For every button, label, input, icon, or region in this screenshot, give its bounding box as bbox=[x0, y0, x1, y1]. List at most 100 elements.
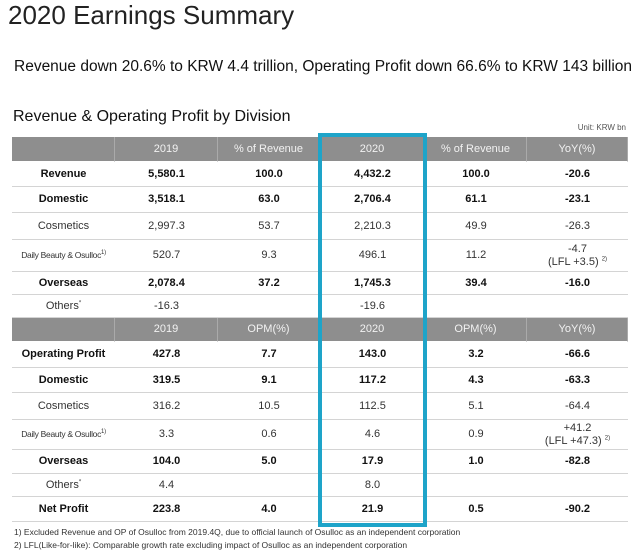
value-cell: 0.9 bbox=[425, 420, 527, 450]
value-text: 61.1 bbox=[465, 193, 487, 206]
header-cell: YoY(%) bbox=[527, 137, 628, 162]
header-text: YoY(%) bbox=[558, 323, 596, 336]
value-cell: 2,997.3 bbox=[115, 213, 218, 240]
value-cell: 112.5 bbox=[320, 393, 425, 420]
label-text: Daily Beauty & Osulloc bbox=[21, 250, 102, 261]
label-line: Domestic bbox=[39, 193, 89, 206]
value-cell: 104.0 bbox=[115, 450, 218, 474]
value-text: 143.0 bbox=[358, 348, 387, 361]
label-text: Daily Beauty & Osulloc bbox=[21, 429, 102, 440]
title: 2020 Earnings Summary bbox=[8, 0, 295, 30]
row-label: Operating Profit bbox=[12, 342, 115, 368]
header-text: OPM(%) bbox=[454, 323, 497, 336]
unit-label: Unit: KRW bn bbox=[577, 123, 626, 132]
value-cell: 143.0 bbox=[320, 342, 425, 368]
value-text: 3.2 bbox=[468, 348, 484, 361]
value-text: 7.7 bbox=[261, 348, 277, 361]
lfl-note: 2) bbox=[601, 255, 608, 262]
value-text: 5,580.1 bbox=[148, 167, 185, 180]
value-cell: 37.2 bbox=[218, 272, 320, 295]
header-cell: OPM(%) bbox=[425, 318, 527, 342]
value-cell bbox=[527, 474, 628, 497]
label-note: 1) bbox=[101, 429, 106, 436]
label-line: Daily Beauty & Osulloc1) bbox=[21, 429, 106, 440]
value-cell: 2,210.3 bbox=[320, 213, 425, 240]
value-cell: 0.5 bbox=[425, 497, 527, 522]
label-text: Domestic bbox=[38, 373, 89, 386]
value-cell: 4.0 bbox=[218, 497, 320, 522]
value-text: 0.9 bbox=[468, 428, 484, 441]
value-cell: 9.3 bbox=[218, 240, 320, 272]
label-line: Operating Profit bbox=[22, 348, 106, 361]
value-cell: 520.7 bbox=[115, 240, 218, 272]
value-text: 2,078.4 bbox=[148, 276, 185, 289]
label-text: Overseas bbox=[38, 455, 89, 468]
lfl-note: 2) bbox=[604, 434, 611, 441]
lfl-line: (LFL +3.5) 2) bbox=[548, 256, 607, 269]
value-text: -82.8 bbox=[564, 455, 591, 468]
value-text: 9.1 bbox=[261, 373, 277, 386]
row-label: Daily Beauty & Osulloc1) bbox=[12, 420, 115, 450]
value-cell: 4,432.2 bbox=[320, 162, 425, 187]
value-text: 3,518.1 bbox=[148, 193, 185, 206]
label-text: Domestic bbox=[38, 193, 89, 206]
header-text: 2019 bbox=[153, 323, 179, 336]
value-text: 117.2 bbox=[359, 373, 386, 386]
row-label: Daily Beauty & Osulloc1) bbox=[12, 240, 115, 272]
value-cell bbox=[425, 295, 527, 318]
value-text: 1.0 bbox=[468, 455, 484, 468]
value-cell: 3,518.1 bbox=[115, 187, 218, 213]
label-line: Cosmetics bbox=[38, 220, 89, 233]
label-line: Overseas bbox=[39, 455, 89, 468]
row-label: Others* bbox=[12, 295, 115, 318]
value-cell: 49.9 bbox=[425, 213, 527, 240]
value-cell: -64.4 bbox=[527, 393, 628, 420]
value-cell: -90.2 bbox=[527, 497, 628, 522]
header-text: % of Revenue bbox=[440, 142, 511, 155]
value-text: 2,706.4 bbox=[354, 193, 391, 206]
headline: Revenue down 20.6% to KRW 4.4 trillion, … bbox=[14, 58, 633, 75]
value-text: 427.8 bbox=[152, 348, 181, 361]
value-cell: 2,706.4 bbox=[320, 187, 425, 213]
row-label: Cosmetics bbox=[12, 393, 115, 420]
value-text: +41.2 bbox=[563, 421, 592, 434]
header-cell: 2019 bbox=[115, 318, 218, 342]
header-text: % of Revenue bbox=[233, 142, 304, 155]
value-text: 8.0 bbox=[364, 478, 381, 491]
label-text: Cosmetics bbox=[37, 219, 90, 232]
value-text: 4.0 bbox=[261, 502, 277, 515]
header-cell: % of Revenue bbox=[218, 137, 320, 162]
value-cell: 100.0 bbox=[425, 162, 527, 187]
value-text: 17.9 bbox=[361, 455, 384, 468]
label-text: Others bbox=[45, 299, 79, 312]
value-cell bbox=[218, 295, 320, 318]
value-text: 4.3 bbox=[468, 373, 484, 386]
value-text: -63.3 bbox=[564, 373, 591, 386]
label-text: Revenue bbox=[40, 167, 87, 180]
value-cell: -26.3 bbox=[527, 213, 628, 240]
value-cell: -20.6 bbox=[527, 162, 628, 187]
header-cell: 2020 bbox=[320, 318, 425, 342]
value-text: 63.0 bbox=[258, 193, 280, 206]
value-text: 100.0 bbox=[255, 167, 283, 180]
value-text: 104.0 bbox=[152, 455, 181, 468]
value-cell: 117.2 bbox=[320, 368, 425, 393]
value-text: 9.3 bbox=[261, 249, 277, 262]
value-cell: 9.1 bbox=[218, 368, 320, 393]
label-line: Domestic bbox=[39, 374, 89, 387]
value-text: 4.6 bbox=[364, 428, 381, 441]
value-cell: 11.2 bbox=[425, 240, 527, 272]
value-text: 0.5 bbox=[468, 502, 484, 515]
value-text: 316.2 bbox=[152, 399, 181, 412]
footnote: 2) LFL(Like-for-like): Comparable growth… bbox=[14, 540, 408, 550]
label-text: Net Profit bbox=[38, 502, 89, 515]
header-text: YoY(%) bbox=[558, 142, 596, 155]
value-cell: 17.9 bbox=[320, 450, 425, 474]
value-text: 2,210.3 bbox=[354, 219, 391, 232]
value-cell: 1,745.3 bbox=[320, 272, 425, 295]
footnote: 1) Excluded Revenue and OP of Osulloc fr… bbox=[14, 527, 461, 537]
label-note: 1) bbox=[101, 250, 106, 257]
header-cell bbox=[12, 137, 115, 162]
row-label: Domestic bbox=[12, 368, 115, 393]
value-cell: -23.1 bbox=[527, 187, 628, 213]
